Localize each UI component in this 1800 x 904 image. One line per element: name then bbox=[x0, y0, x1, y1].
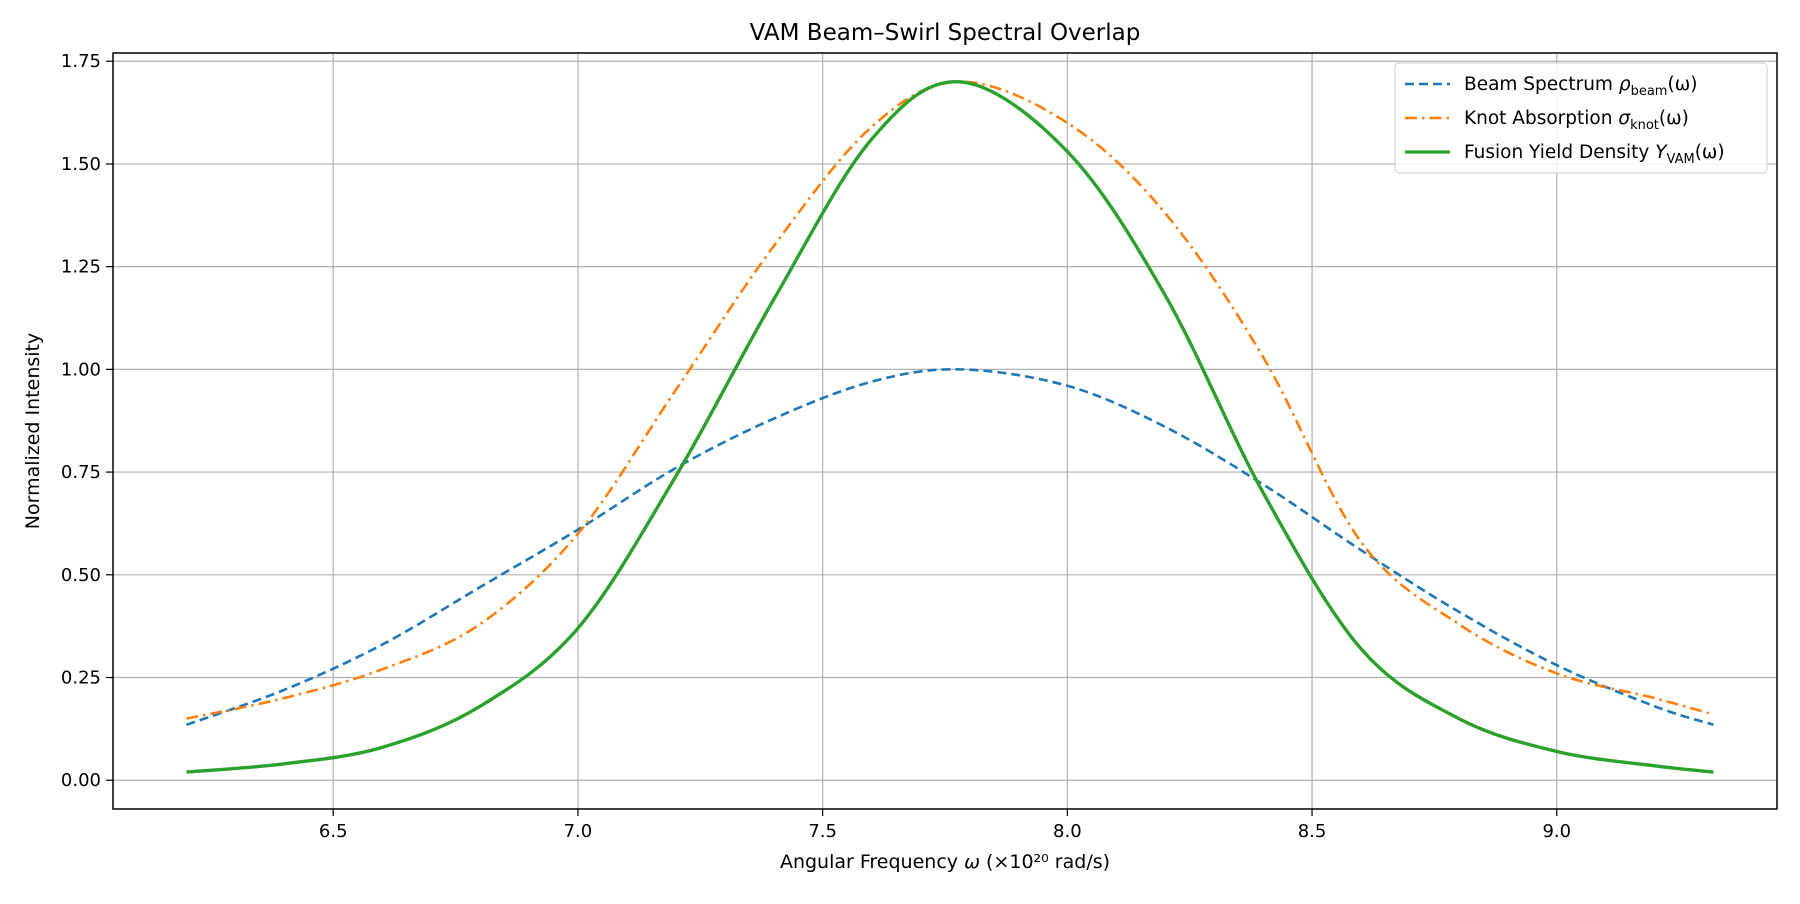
x-axis-label: Angular Frequency ω (×10²⁰ rad/s) bbox=[780, 851, 1110, 873]
y-tick-label: 1.00 bbox=[61, 359, 101, 380]
x-tick-label: 8.0 bbox=[1053, 821, 1082, 842]
series-line-beam bbox=[185, 368, 1714, 727]
legend-entry-fusion: Fusion Yield Density YVAM(ω) bbox=[1464, 142, 1725, 167]
y-axis-label: Normalized Intensity bbox=[22, 333, 44, 530]
plot-frame bbox=[112, 52, 1778, 810]
y-tick-label: 0.75 bbox=[61, 462, 101, 483]
y-tick-label: 1.50 bbox=[61, 154, 101, 175]
y-tick-label: 0.25 bbox=[61, 668, 101, 689]
legend-entry-beam: Beam Spectrum ρbeam(ω) bbox=[1464, 74, 1697, 99]
x-tick-label: 8.5 bbox=[1298, 821, 1327, 842]
legend: Beam Spectrum ρbeam(ω) Knot Absorption σ… bbox=[1394, 62, 1768, 174]
series-line-knot bbox=[186, 80, 1714, 720]
x-tick-label: 7.0 bbox=[564, 821, 593, 842]
x-tick-label: 6.5 bbox=[319, 821, 348, 842]
chart-title: VAM Beam–Swirl Spectral Overlap bbox=[750, 20, 1141, 46]
y-tick-label: 1.25 bbox=[61, 257, 101, 278]
legend-entry-knot: Knot Absorption σknot(ω) bbox=[1464, 108, 1689, 133]
x-tick-label: 7.5 bbox=[808, 821, 837, 842]
y-tick-label: 0.50 bbox=[61, 565, 101, 586]
series-line-fusion bbox=[186, 80, 1714, 774]
y-tick-label: 0.00 bbox=[61, 770, 101, 791]
legend-box bbox=[1394, 62, 1768, 174]
x-tick-label: 9.0 bbox=[1542, 821, 1571, 842]
y-tick-label: 1.75 bbox=[61, 51, 101, 72]
series-lines bbox=[185, 80, 1714, 774]
axis-ticks: 6.5 7.0 7.5 8.0 8.5 9.0 0.00 0.25 0.50 0.75 1.00 1.… bbox=[61, 51, 1571, 842]
